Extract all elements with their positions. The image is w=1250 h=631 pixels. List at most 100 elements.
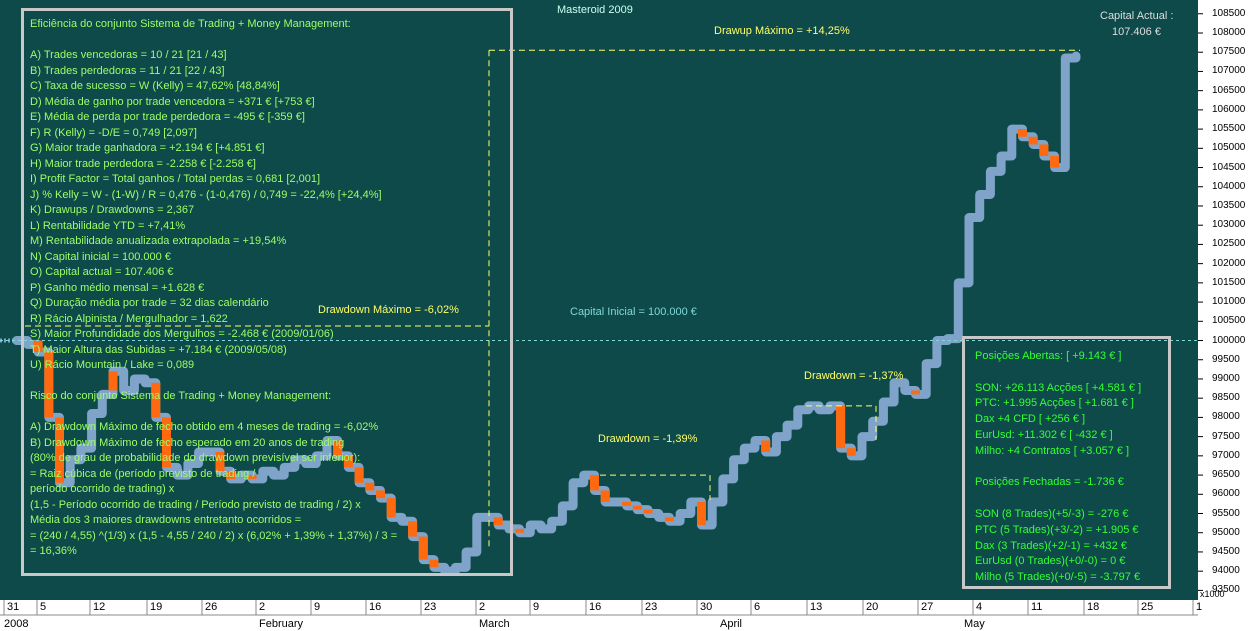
y-tick-label: 99000 xyxy=(1212,372,1240,384)
x-tick-label: 5 xyxy=(40,601,47,613)
x-tick-label: 27 xyxy=(921,601,934,613)
panel-line: A) Trades vencedoras = 10 / 21 [21 / 43] xyxy=(30,49,227,61)
y-tick-label: 107000 xyxy=(1212,65,1246,77)
x-tick-label: 2 xyxy=(259,601,266,613)
panel-line: N) Capital inicial = 100.000 € xyxy=(30,250,171,263)
x-tick-label: 30 xyxy=(700,601,713,613)
drawdown-segment xyxy=(761,440,771,452)
drawdown-segment xyxy=(151,382,161,418)
drawdown-segment xyxy=(643,509,653,514)
panel-line: O) Capital actual = 107.406 € xyxy=(30,266,174,278)
drawup-max-label: Drawup Máximo = +14,25% xyxy=(714,25,850,37)
panel-line: Posições Fechadas = -1.736 € xyxy=(975,476,1124,489)
panel-line: PTC (5 Trades)(+3/-2) = +1.905 € xyxy=(975,523,1139,536)
panel-line: F) R (Kelly) = -D/E = 0,749 [2,097] xyxy=(30,126,197,139)
drawdown-segment xyxy=(418,536,428,560)
drawdown-1-label: Drawdown = -1,39% xyxy=(598,433,698,445)
drawdown-segment xyxy=(333,440,343,456)
efficiency-panel: Eficiência do conjunto Sistema de Tradin… xyxy=(21,8,513,576)
drawdown-segment xyxy=(408,521,418,537)
panel-line: = Raiz cúbica de (período previsto de tr… xyxy=(30,467,256,480)
panel-line: B) Trades perdedoras = 11 / 21 [22 / 43] xyxy=(30,64,225,77)
month-label: May xyxy=(964,618,985,630)
drawdown-segment xyxy=(1018,129,1027,137)
panel-line: Média dos 3 maiores drawdowns entretanto… xyxy=(30,514,302,526)
x-tick-label: 4 xyxy=(976,601,983,613)
panel-line: Risco do conjunto Sistema de Trading + M… xyxy=(30,390,332,402)
x-tick-label: 19 xyxy=(150,601,163,613)
panel-line: P) Ganho médio mensal = +1.628 € xyxy=(30,281,205,294)
panel-line: (1,5 - Período ocorrido de trading / Per… xyxy=(30,498,361,511)
panel-line: (80% de grau de probabilidade do drawdow… xyxy=(30,452,361,464)
panel-line: = (240 / 4,55) ^(1/3) x (1,5 - 4,55 / 24… xyxy=(30,529,398,542)
x-tick-label: 23 xyxy=(645,601,658,613)
y-tick-label: 98000 xyxy=(1212,411,1240,423)
panel-line: I) Profit Factor = Total ganhos / Total … xyxy=(30,173,321,185)
panel-line: PTC: +1.995 Acções [ +1.681 € ] xyxy=(975,397,1134,410)
drawdown-segment xyxy=(836,405,846,449)
y-tick-label: 105500 xyxy=(1212,123,1246,135)
y-tick-label: 100500 xyxy=(1212,315,1246,327)
y-tick-label: 96000 xyxy=(1212,488,1240,500)
y-tick-label: 93500 xyxy=(1212,584,1240,596)
capital-actual-label: Capital Actual : xyxy=(1100,10,1174,22)
panel-line: Posições Abertas: [ +9.143 € ] xyxy=(975,350,1122,362)
drawdown-segment xyxy=(354,467,364,483)
y-tick-label: 94500 xyxy=(1212,545,1240,557)
x-tick-label: 13 xyxy=(810,601,823,613)
drawdown-segment xyxy=(1028,136,1038,145)
panel-line: A) Drawdown Máximo de fecho obtido em 4 … xyxy=(30,421,379,433)
month-label: February xyxy=(259,618,304,630)
y-tick-label: 105000 xyxy=(1212,142,1246,154)
drawdown-segment xyxy=(365,482,375,491)
panel-line: SON: +26.113 Acções [ +4.581 € ] xyxy=(975,381,1142,394)
y-tick-label: 108000 xyxy=(1212,26,1246,38)
x-tick-label: 23 xyxy=(424,601,437,613)
drawdown-segment xyxy=(44,352,54,418)
x-tick-label: 9 xyxy=(533,601,540,613)
drawdown-segment xyxy=(376,490,385,499)
panel-line: L) Rentabilidade YTD = +7,41% xyxy=(30,219,186,232)
panel-line: R) Rácio Alpinista / Mergulhador = 1,622 xyxy=(30,312,228,325)
drawdown-segment xyxy=(664,517,674,522)
x-tick-label: 6 xyxy=(754,601,761,613)
plot-background xyxy=(0,0,1198,600)
panel-line: H) Maior trade perdedora = -2.258 € [-2.… xyxy=(30,157,256,170)
x-tick-label: 16 xyxy=(369,601,382,613)
x-tick-label: 25 xyxy=(1141,601,1154,613)
capital-inicial-label: Capital Inicial = 100.000 € xyxy=(570,306,697,318)
panel-line: K) Drawups / Drawdowns = 2,367 xyxy=(30,204,195,216)
y-tick-label: 97000 xyxy=(1212,449,1240,461)
drawdown-segment xyxy=(1050,156,1060,168)
month-label: 2008 xyxy=(4,618,29,630)
y-tick-label: 98500 xyxy=(1212,392,1240,404)
chart-title: Masteroid 2009 xyxy=(557,4,633,16)
drawdown-segment xyxy=(622,501,632,506)
panel-line: Dax (3 Trades)(+2/-1) = +432 € xyxy=(975,539,1127,552)
panel-line: EurUsd: +11.302 € [ -432 € ] xyxy=(975,429,1113,441)
drawdown-segment xyxy=(386,498,396,518)
y-tick-label: 94000 xyxy=(1212,565,1240,577)
panel-line: Q) Duração média por trade = 32 dias cal… xyxy=(30,297,269,309)
drawdown-segment xyxy=(600,490,610,502)
y-tick-label: 103000 xyxy=(1212,219,1246,231)
panel-line: T) Maior Altura das Subidas = +7.184 € (… xyxy=(30,343,287,356)
drawdown-segment xyxy=(590,475,599,491)
drawdown-segment xyxy=(162,417,171,468)
x-tick-label: 26 xyxy=(205,601,218,613)
y-tick-label: 97500 xyxy=(1212,430,1240,442)
y-tick-label: 101000 xyxy=(1212,296,1246,308)
drawdown-segment xyxy=(911,390,920,395)
panel-line: M) Rentabilidade anualizada extrapolada … xyxy=(30,235,287,247)
panel-line: J) % Kelly = W - (1-W) / R = 0,476 - (1-… xyxy=(30,188,382,201)
y-tick-label: 101500 xyxy=(1212,276,1246,288)
x-tick-label: 20 xyxy=(866,601,879,613)
drawdown-segment xyxy=(632,505,642,510)
capital-actual-value: 107.406 € xyxy=(1112,26,1161,38)
drawdown-segment xyxy=(247,475,257,479)
y-tick-label: 104000 xyxy=(1212,180,1246,192)
panel-line: Dax +4 CFD [ +256 € ] xyxy=(975,413,1086,426)
drawdown-segment xyxy=(343,455,353,468)
